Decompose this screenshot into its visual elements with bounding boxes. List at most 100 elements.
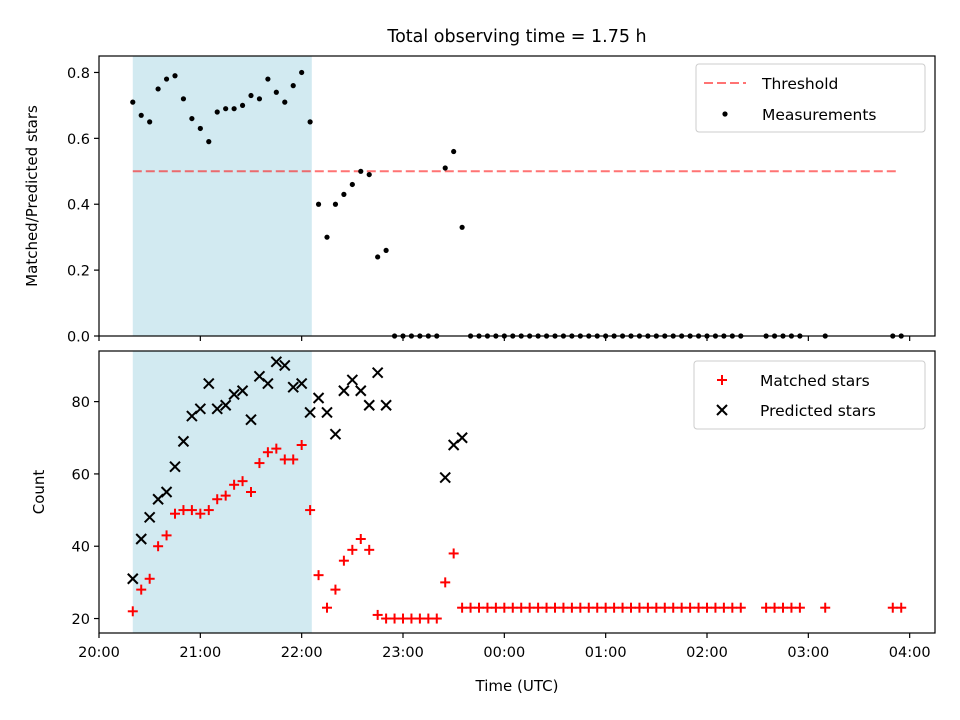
- top-ytick-label: 0.2: [67, 264, 90, 280]
- predicted-star-point: [211, 403, 223, 415]
- predicted-star-point: [439, 471, 451, 484]
- predicted-star-point: [312, 392, 325, 404]
- measurement-point: [324, 234, 330, 240]
- matched-star-point: [195, 508, 206, 519]
- predicted-star-point: [262, 377, 274, 390]
- matched-star-point: [220, 490, 231, 501]
- measurement-point: [189, 115, 195, 122]
- bottom-legend: Matched stars Predicted stars: [693, 360, 926, 430]
- predicted-star-point: [346, 374, 359, 386]
- matched-star-point: [381, 613, 392, 624]
- matched-star-point: [296, 440, 307, 450]
- matched-star-point: [659, 602, 670, 613]
- matched-star-point: [786, 602, 797, 613]
- xtick-label: 23:00: [382, 645, 424, 661]
- top-highlight-span: [132, 56, 312, 336]
- top-y-axis-label: Matched/Predicted stars: [23, 105, 41, 287]
- matched-star-point: [178, 505, 189, 516]
- predicted-star-point: [236, 385, 249, 397]
- matched-star-point: [389, 613, 400, 624]
- matched-star-point: [153, 541, 164, 552]
- measurement-point: [180, 96, 187, 102]
- predicted-star-point: [279, 359, 291, 372]
- measurement-point: [147, 119, 153, 125]
- measurement-point: [265, 76, 271, 82]
- legend-measurements-label: Measurements: [762, 106, 877, 124]
- measurement-point: [442, 165, 448, 171]
- measurement-point: [366, 171, 372, 178]
- bottom-axes-frame: [98, 350, 936, 634]
- matched-star-point: [482, 602, 493, 613]
- predicted-star-point: [245, 413, 257, 426]
- matched-star-point: [727, 602, 738, 613]
- matched-star-point: [212, 494, 223, 505]
- matched-star-point: [735, 602, 746, 613]
- measurement-point: [214, 109, 220, 115]
- legend-matched-label: Matched stars: [760, 372, 870, 390]
- bottom-ytick-label: 20: [72, 612, 90, 628]
- measurement-point: [282, 99, 288, 105]
- matched-star-point: [262, 447, 273, 458]
- matched-star-point: [685, 602, 696, 613]
- top-ytick-label: 0.0: [67, 330, 90, 346]
- matched-star-point: [330, 584, 341, 595]
- matched-star-point: [550, 602, 560, 613]
- matched-star-point: [761, 602, 772, 613]
- matched-star-point: [710, 602, 721, 613]
- bottom-ytick-label: 80: [72, 395, 90, 411]
- legend-matched-swatch: [717, 375, 727, 385]
- measurement-point: [231, 106, 237, 112]
- matched-star-point: [566, 602, 577, 613]
- predicted-star-point: [270, 356, 283, 368]
- measurement-point: [223, 106, 229, 112]
- matched-star-point: [364, 544, 375, 555]
- measurement-point: [273, 89, 279, 95]
- measurement-point: [332, 201, 339, 207]
- matched-star-point: [474, 602, 484, 613]
- matched-star-point: [794, 602, 805, 613]
- matched-star-point: [516, 602, 527, 613]
- xtick-label: 03:00: [787, 645, 829, 661]
- matched-star-point: [355, 534, 366, 544]
- matched-star-point: [533, 602, 544, 613]
- matched-star-point: [186, 505, 197, 516]
- matched-star-point: [702, 602, 712, 613]
- matched-star-point: [609, 602, 620, 613]
- matched-star-point: [541, 602, 552, 613]
- predicted-star-point: [380, 399, 392, 411]
- matched-star-point: [676, 602, 687, 613]
- measurement-point: [239, 102, 246, 109]
- measurement-point: [130, 99, 136, 105]
- matched-star-point: [237, 476, 248, 487]
- xtick-label: 00:00: [483, 645, 525, 661]
- xtick-label: 22:00: [281, 645, 323, 661]
- measurement-point: [375, 254, 381, 260]
- predicted-star-point: [169, 460, 181, 473]
- top-axes-frame: [98, 55, 936, 337]
- measurement-point: [172, 73, 178, 79]
- matched-star-point: [347, 544, 358, 555]
- measurement-point: [197, 125, 203, 132]
- xtick-label: 04:00: [889, 645, 931, 661]
- predicted-star-point: [371, 366, 384, 379]
- matched-star-point: [161, 530, 172, 541]
- predicted-star-point: [160, 486, 173, 498]
- matched-star-point: [820, 602, 831, 613]
- xtick-label: 01:00: [585, 645, 627, 661]
- matched-star-point: [718, 602, 729, 613]
- matched-star-point: [279, 454, 290, 465]
- predicted-star-point: [363, 399, 375, 411]
- matched-star-point: [398, 613, 408, 624]
- top-legend: Threshold Measurements: [695, 63, 926, 133]
- matched-star-point: [887, 602, 898, 613]
- matched-star-point: [431, 613, 442, 624]
- measurement-point: [459, 224, 465, 230]
- measurement-point: [206, 139, 212, 145]
- bottom-panel: 20 40 60 80 20:00 21:00 22:00 23:00 00:00 01:00 0…: [30, 350, 936, 695]
- matched-star-point: [229, 479, 240, 490]
- matched-star-point: [592, 602, 603, 613]
- matched-star-point: [626, 602, 636, 613]
- top-ytick-label: 0.6: [67, 132, 90, 148]
- matched-star-point: [406, 613, 417, 624]
